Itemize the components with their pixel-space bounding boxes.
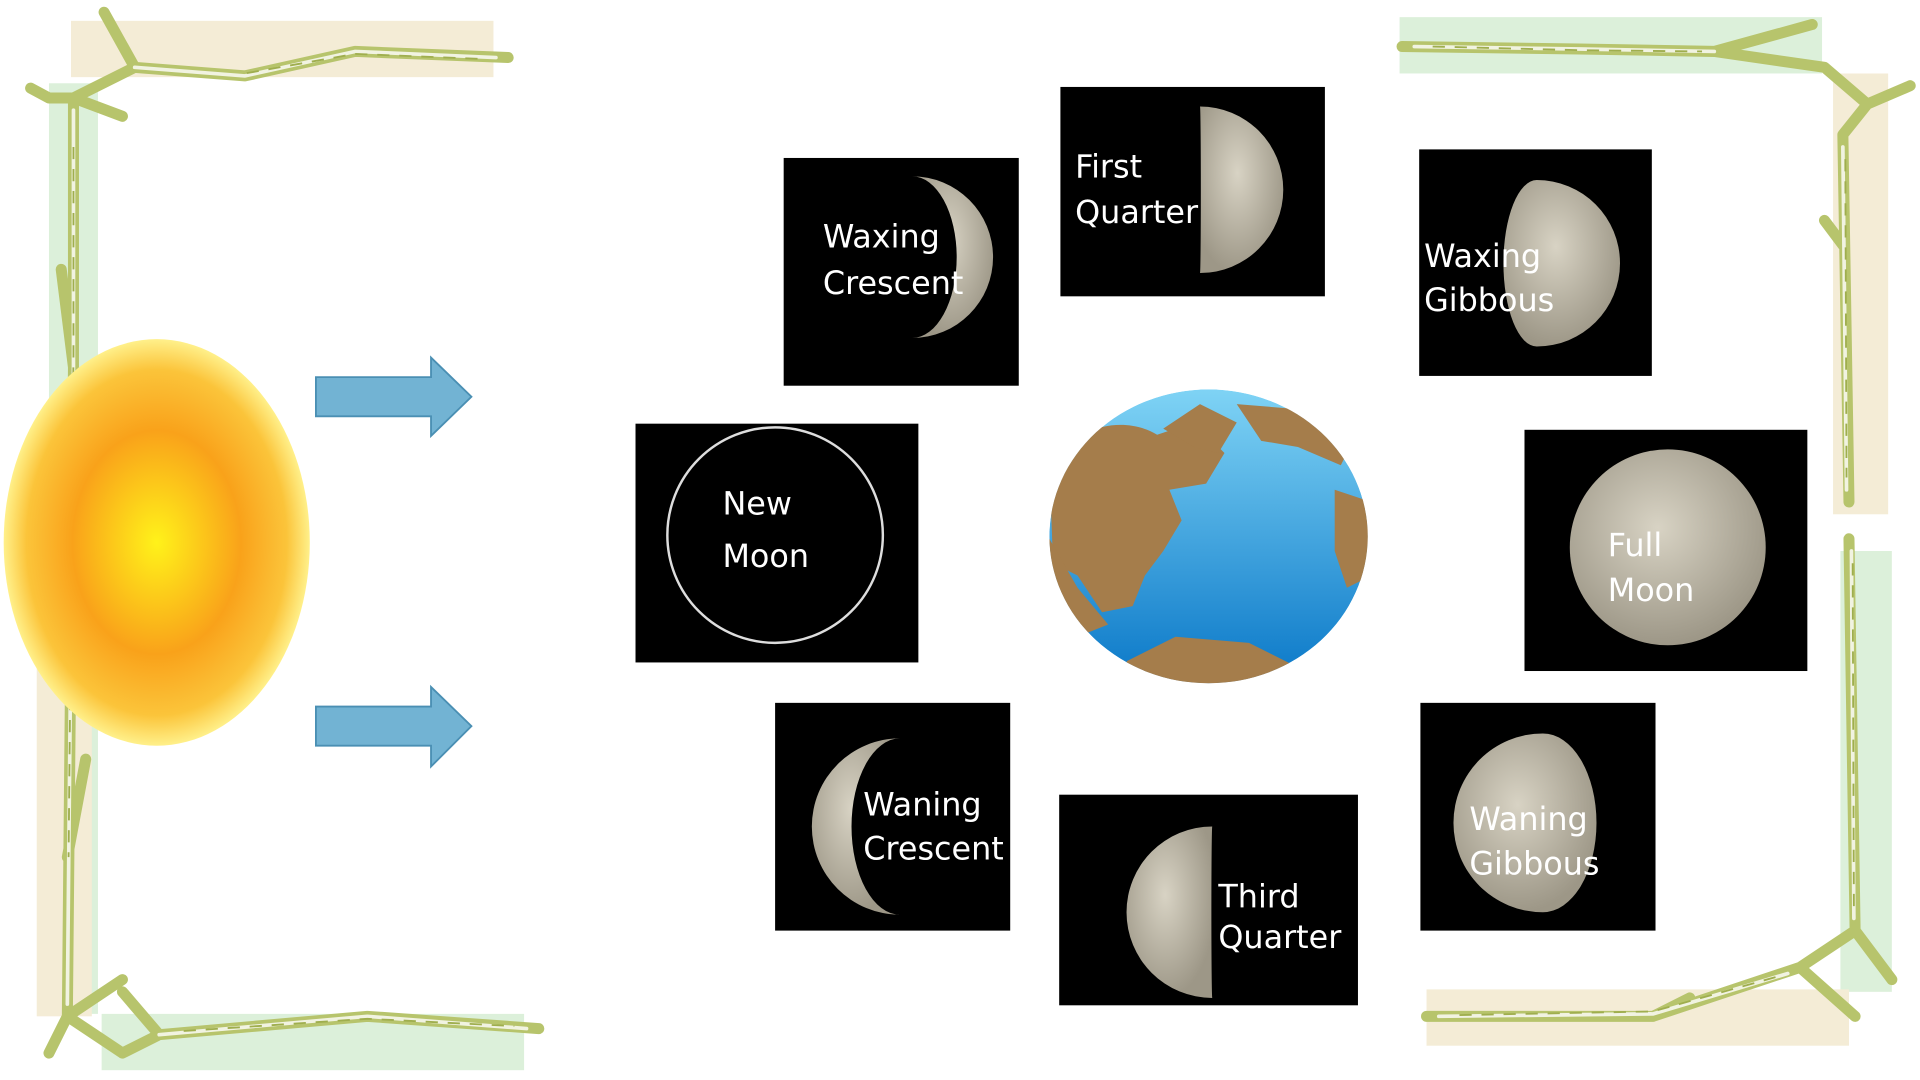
phase-label: Waxing — [1424, 237, 1541, 275]
phase-label: Waning — [863, 786, 981, 824]
light-arrow — [316, 687, 472, 767]
phase-label: Full — [1608, 526, 1662, 564]
slide: Waxing Crescent First Quarter Waxing Gibbous N… — [0, 0, 1920, 1080]
phase-label: Gibbous — [1469, 844, 1599, 882]
phase-image — [1060, 87, 1324, 296]
waxing-gibbous-panel: Waxing Gibbous — [1419, 149, 1652, 376]
waning-crescent-panel: Waning Crescent — [775, 703, 1010, 931]
phase-label: Waxing — [823, 217, 940, 255]
phase-label: Quarter — [1218, 918, 1342, 956]
phase-label: Third — [1217, 877, 1299, 915]
full-moon-panel: Full Moon — [1524, 430, 1807, 671]
light-arrow — [316, 358, 472, 436]
waxing-crescent-panel: Waxing Crescent — [784, 158, 1019, 386]
phase-label: Quarter — [1075, 193, 1199, 231]
sun — [4, 339, 310, 746]
phase-label: Moon — [722, 537, 809, 575]
waning-gibbous-panel: Waning Gibbous — [1420, 703, 1655, 931]
moon — [1570, 449, 1766, 645]
phase-label: Gibbous — [1424, 281, 1554, 319]
phase-label: Crescent — [863, 830, 1004, 868]
new-moon-panel: New Moon — [636, 424, 919, 663]
phase-label: First — [1075, 148, 1142, 186]
phase-label: Moon — [1608, 571, 1695, 609]
phase-label: Waning — [1469, 800, 1587, 838]
phase-label: New — [722, 484, 791, 522]
earth — [1049, 389, 1371, 698]
phase-label: Crescent — [823, 264, 964, 302]
first-quarter-panel: First Quarter — [1060, 87, 1324, 296]
